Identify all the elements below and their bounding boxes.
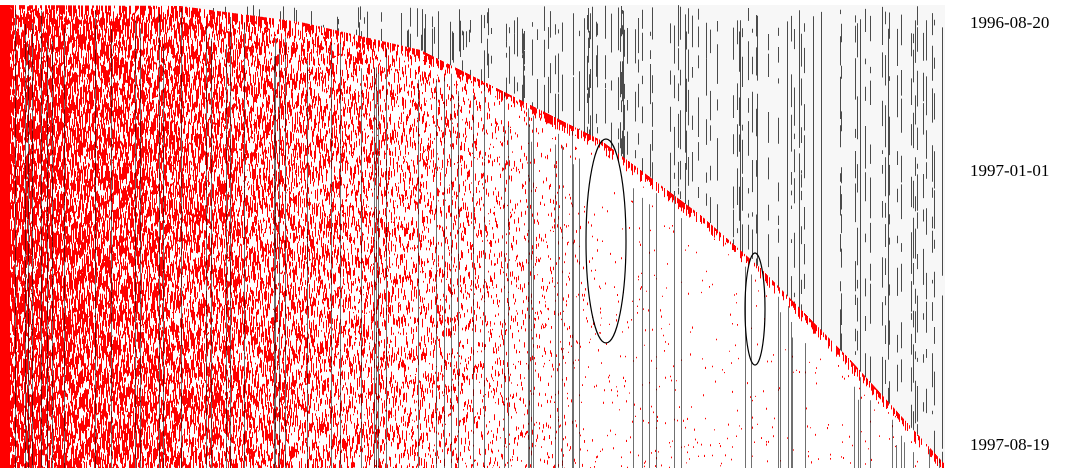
highlight-ellipse (744, 252, 766, 366)
red-streaks (10, 5, 944, 468)
red-band (0, 5, 10, 468)
date-label: 1996-08-20 (970, 13, 1049, 32)
highlight-ellipse (585, 138, 627, 344)
date-label: 1997-01-01 (970, 161, 1049, 180)
date-label: 1997-08-19 (970, 435, 1049, 454)
black-streaks-lower (15, 8, 944, 468)
